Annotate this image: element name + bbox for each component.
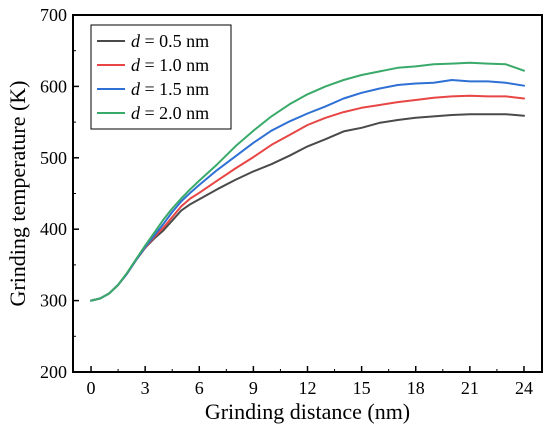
y-tick-label: 200 xyxy=(40,362,67,382)
y-tick-label: 700 xyxy=(40,5,67,25)
legend-var: d xyxy=(131,79,141,99)
legend-var: d xyxy=(131,55,141,75)
y-axis: 200 300 400 500 600 700 xyxy=(40,5,79,382)
legend-value: = 2.0 nm xyxy=(140,103,209,123)
x-axis-title: Grinding distance (nm) xyxy=(205,399,410,424)
x-tick-label: 24 xyxy=(515,378,533,398)
series-line xyxy=(90,61,525,302)
legend-value: = 0.5 nm xyxy=(140,31,209,51)
legend: d = 0.5 nmd = 1.0 nmd = 1.5 nmd = 2.0 nm xyxy=(90,24,232,130)
legend-label: d = 0.5 nm xyxy=(131,31,209,51)
legend-label: d = 1.0 nm xyxy=(131,55,209,75)
legend-value: = 1.0 nm xyxy=(140,55,209,75)
legend-box xyxy=(90,24,232,130)
y-tick-label: 400 xyxy=(40,219,67,239)
y-tick-label: 300 xyxy=(40,291,67,311)
x-tick-label: 9 xyxy=(249,378,258,398)
legend-var: d xyxy=(131,103,141,123)
x-tick-label: 18 xyxy=(407,378,425,398)
x-tick-label: 6 xyxy=(195,378,204,398)
x-axis: 0 3 6 9 12 15 18 21 24 xyxy=(87,366,533,398)
x-tick-label: 3 xyxy=(141,378,150,398)
legend-label: d = 1.5 nm xyxy=(131,79,209,99)
y-tick-label: 600 xyxy=(40,76,67,96)
x-tick-label: 15 xyxy=(353,378,371,398)
x-tick-label: 21 xyxy=(461,378,479,398)
legend-value: = 1.5 nm xyxy=(140,79,209,99)
y-axis-title: Grinding temperature (K) xyxy=(5,80,30,306)
x-tick-label: 0 xyxy=(87,378,96,398)
legend-label: d = 2.0 nm xyxy=(131,103,209,123)
plot-lines xyxy=(90,61,525,302)
y-tick-label: 500 xyxy=(40,148,67,168)
legend-var: d xyxy=(131,31,141,51)
x-tick-label: 12 xyxy=(299,378,317,398)
series-line xyxy=(90,113,525,302)
